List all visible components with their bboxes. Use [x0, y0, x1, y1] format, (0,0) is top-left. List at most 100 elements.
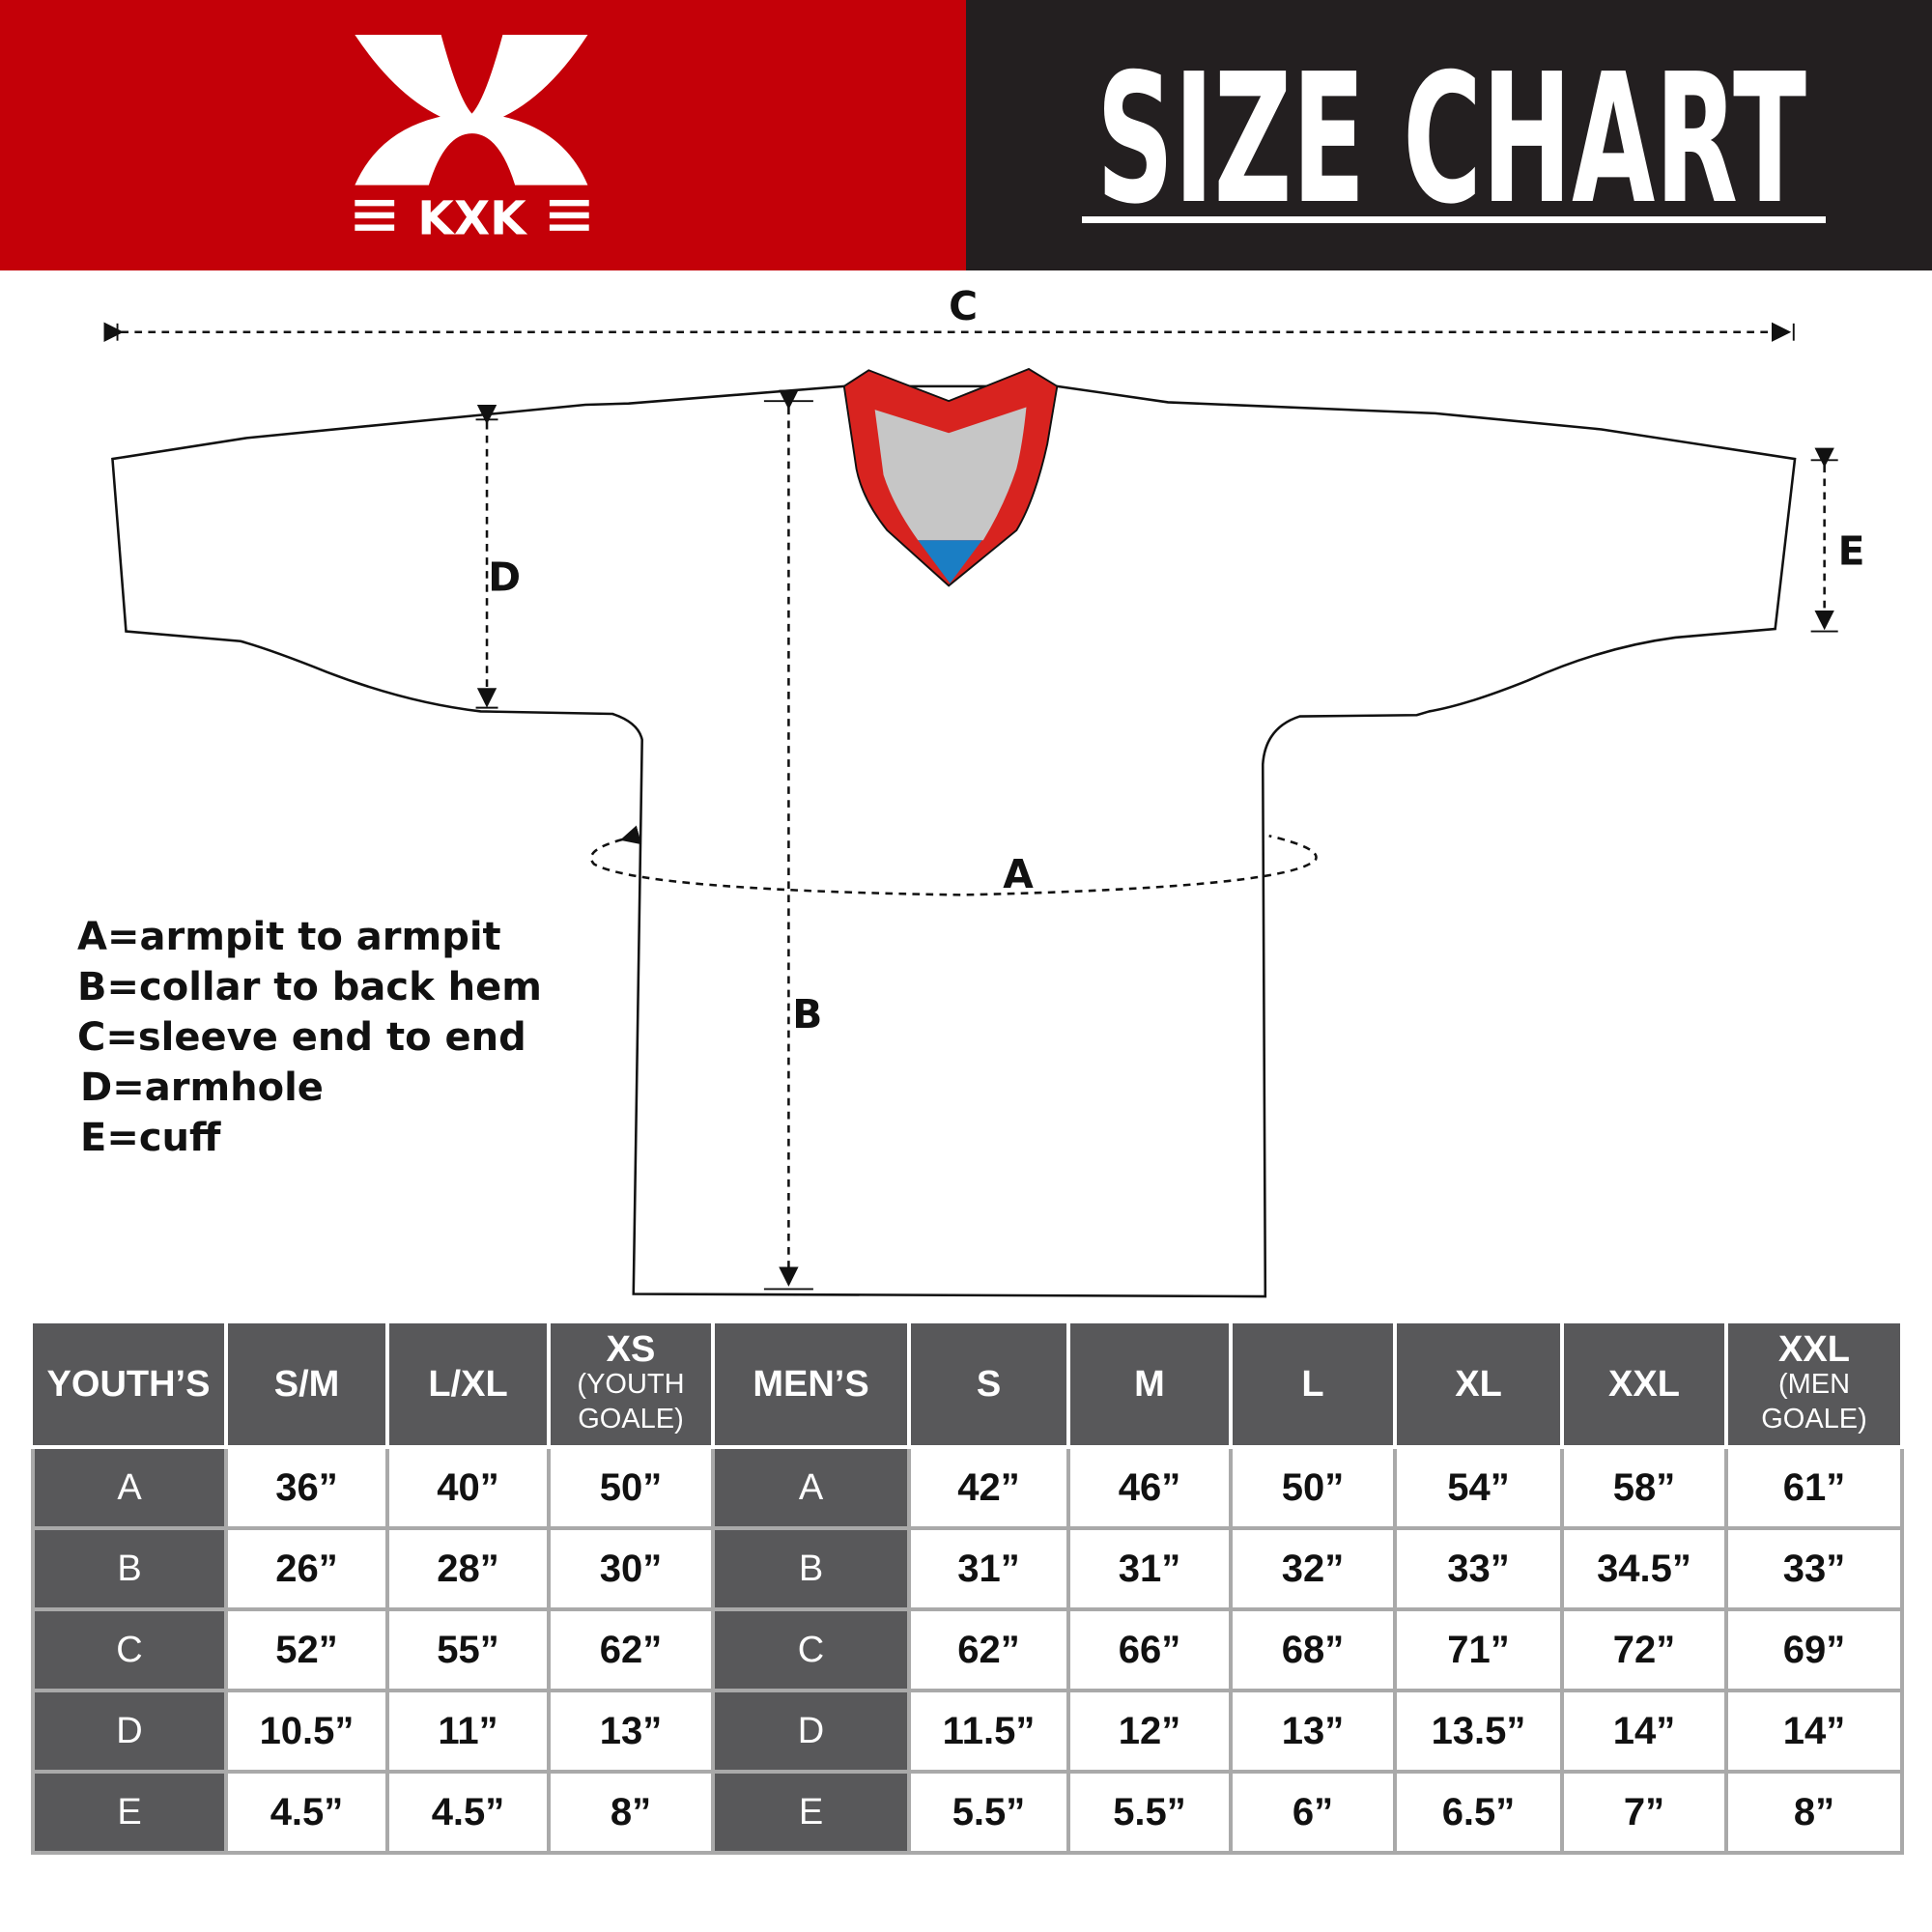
- men-size-header: XL: [1395, 1323, 1564, 1449]
- youth-value: 40”: [385, 1445, 551, 1530]
- youth-header: YOUTH’S: [33, 1323, 228, 1449]
- row-label: C: [711, 1607, 911, 1692]
- label-e: E: [1838, 528, 1865, 575]
- youth-value: 4.5”: [224, 1770, 389, 1855]
- row-label: E: [31, 1770, 228, 1855]
- header-title-panel: SIZE CHART: [966, 0, 1932, 270]
- men-value: 14”: [1724, 1689, 1904, 1774]
- youth-value: 55”: [385, 1607, 551, 1692]
- size-table: YOUTH’S S/M L/XL XS (YOUTH GOALE) MEN’S S M L XL X…: [31, 1323, 1904, 1855]
- label-c: C: [949, 283, 978, 329]
- men-size-header: M: [1068, 1323, 1233, 1449]
- row-label: C: [31, 1607, 228, 1692]
- men-value: 68”: [1229, 1607, 1397, 1692]
- row-label: D: [711, 1689, 911, 1774]
- men-value: 14”: [1560, 1689, 1728, 1774]
- men-value: 32”: [1229, 1526, 1397, 1611]
- page-title: SIZE CHART: [1096, 35, 1806, 243]
- title-underline: [1082, 216, 1826, 223]
- youth-value: 28”: [385, 1526, 551, 1611]
- row-label: E: [711, 1770, 911, 1855]
- table-row: B 26” 28” 30” B 31” 31” 32” 33” 34.5” 33”: [31, 1526, 1904, 1611]
- youth-value: 13”: [547, 1689, 715, 1774]
- youth-value: 11”: [385, 1689, 551, 1774]
- size-sublabel: (MEN GOALE): [1761, 1369, 1867, 1435]
- youth-value: 62”: [547, 1607, 715, 1692]
- men-value: 33”: [1724, 1526, 1904, 1611]
- row-label: D: [31, 1689, 228, 1774]
- men-size-header: S: [909, 1323, 1070, 1449]
- youth-value: 50”: [547, 1445, 715, 1530]
- men-value: 69”: [1724, 1607, 1904, 1692]
- men-value: 6.5”: [1393, 1770, 1564, 1855]
- youth-size-header: L/XL: [387, 1323, 551, 1449]
- label-d: D: [488, 554, 521, 600]
- table-row: A 36” 40” 50” A 42” 46” 50” 54” 58” 61”: [31, 1445, 1904, 1530]
- size-sublabel: (YOUTH GOALE): [577, 1369, 685, 1435]
- row-label: B: [31, 1526, 228, 1611]
- youth-size-header: XS (YOUTH GOALE): [549, 1323, 715, 1449]
- legend-a: A=armpit to armpit: [77, 915, 501, 959]
- men-header: MEN’S: [713, 1323, 911, 1449]
- row-label: A: [711, 1445, 911, 1530]
- youth-value: 36”: [224, 1445, 389, 1530]
- youth-size-header: S/M: [226, 1323, 389, 1449]
- header-brand-panel: KXK: [0, 0, 966, 270]
- men-value: 34.5”: [1560, 1526, 1728, 1611]
- men-value: 31”: [1066, 1526, 1233, 1611]
- title-graphic: SIZE CHART: [1082, 35, 1826, 243]
- men-value: 42”: [907, 1445, 1070, 1530]
- youth-value: 30”: [547, 1526, 715, 1611]
- men-value: 33”: [1393, 1526, 1564, 1611]
- legend-c: C=sleeve end to end: [77, 1015, 526, 1060]
- logo-lettering: KXK: [417, 192, 528, 246]
- legend-e: E=cuff: [80, 1116, 221, 1160]
- men-value: 72”: [1560, 1607, 1728, 1692]
- men-value: 58”: [1560, 1445, 1728, 1530]
- youth-value: 8”: [547, 1770, 715, 1855]
- men-value: 66”: [1066, 1607, 1233, 1692]
- men-value: 7”: [1560, 1770, 1728, 1855]
- jersey-outline: [111, 384, 1797, 1298]
- table-row: D 10.5” 11” 13” D 11.5” 12” 13” 13.5” 14” 14”: [31, 1689, 1904, 1774]
- men-size-header: L: [1231, 1323, 1397, 1449]
- men-size-header: XXL: [1562, 1323, 1728, 1449]
- men-value: 54”: [1393, 1445, 1564, 1530]
- men-value: 8”: [1724, 1770, 1904, 1855]
- row-label: B: [711, 1526, 911, 1611]
- table-row: E 4.5” 4.5” 8” E 5.5” 5.5” 6” 6.5” 7” 8”: [31, 1770, 1904, 1855]
- youth-value: 26”: [224, 1526, 389, 1611]
- men-value: 6”: [1229, 1770, 1397, 1855]
- men-value: 12”: [1066, 1689, 1233, 1774]
- table-row: C 52” 55” 62” C 62” 66” 68” 71” 72” 69”: [31, 1607, 1904, 1692]
- men-value: 5.5”: [1066, 1770, 1233, 1855]
- row-label: A: [31, 1445, 228, 1530]
- kxk-logo: KXK: [355, 35, 589, 246]
- youth-value: 52”: [224, 1607, 389, 1692]
- men-value: 50”: [1229, 1445, 1397, 1530]
- youth-value: 10.5”: [224, 1689, 389, 1774]
- label-b: B: [792, 991, 822, 1037]
- men-size-header: XXL (MEN GOALE): [1726, 1323, 1904, 1449]
- men-value: 71”: [1393, 1607, 1564, 1692]
- size-label: XXL: [1778, 1329, 1850, 1370]
- legend-b: B=collar to back hem: [77, 965, 542, 1009]
- men-value: 31”: [907, 1526, 1070, 1611]
- jersey-diagram: C D A B E: [103, 283, 1865, 1298]
- label-a: A: [1003, 851, 1034, 897]
- collar-blue-insert: [918, 540, 982, 583]
- men-value: 13.5”: [1393, 1689, 1564, 1774]
- legend-d: D=armhole: [80, 1065, 324, 1110]
- size-label: XS: [606, 1329, 656, 1370]
- men-value: 11.5”: [907, 1689, 1070, 1774]
- men-value: 62”: [907, 1607, 1070, 1692]
- dimension-a-line: [589, 825, 1318, 896]
- men-value: 61”: [1724, 1445, 1904, 1530]
- measurement-legend: A=armpit to armpit B=collar to back hem …: [77, 912, 542, 1163]
- men-value: 5.5”: [907, 1770, 1070, 1855]
- collar-inner: [874, 407, 1027, 541]
- youth-value: 4.5”: [385, 1770, 551, 1855]
- men-value: 46”: [1066, 1445, 1233, 1530]
- men-value: 13”: [1229, 1689, 1397, 1774]
